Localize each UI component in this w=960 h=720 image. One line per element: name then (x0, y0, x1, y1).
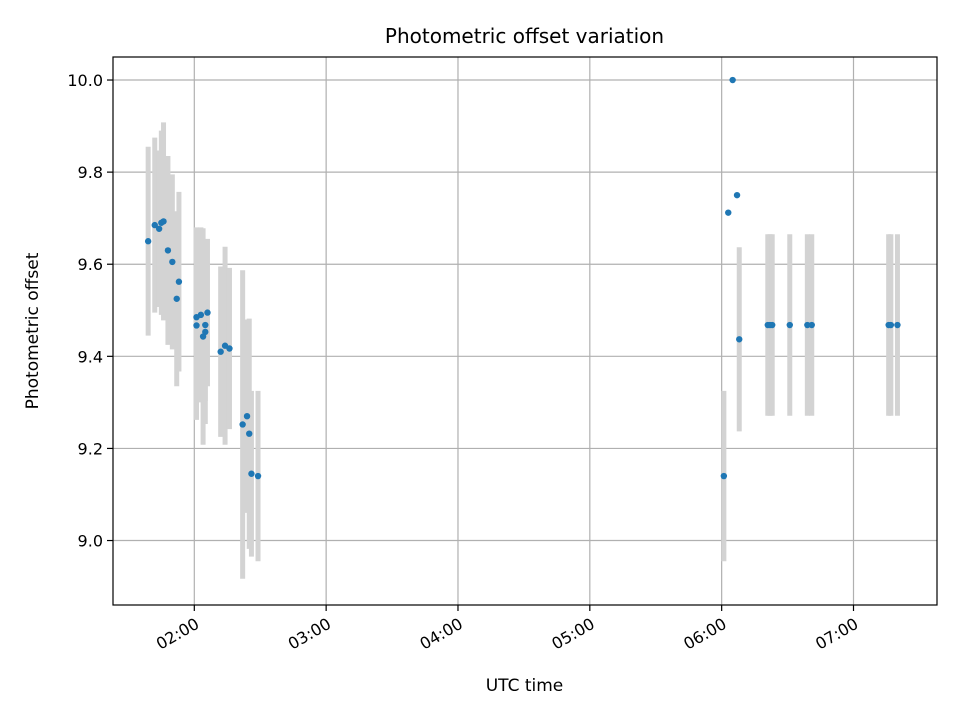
chart-title: Photometric offset variation (385, 24, 664, 48)
data-point (160, 218, 167, 225)
data-point (239, 421, 246, 428)
data-point (164, 247, 172, 254)
data-point (197, 311, 205, 319)
data-point (175, 278, 183, 285)
data-point (248, 470, 255, 477)
data-point (720, 472, 728, 480)
data-point (804, 321, 811, 329)
data-point (733, 191, 741, 199)
x-axis-label: UTC time (486, 676, 564, 696)
data-point (729, 76, 736, 84)
y-tick-label: 9.0 (78, 532, 103, 551)
data-point (894, 321, 901, 329)
data-point (226, 345, 233, 352)
data-point (808, 321, 815, 329)
y-tick-label: 10.0 (67, 71, 103, 90)
y-tick-label: 9.4 (78, 347, 103, 366)
y-tick-label: 9.2 (78, 439, 103, 458)
data-point (769, 321, 776, 329)
data-point (217, 348, 224, 355)
data-point (254, 472, 262, 480)
y-tick-label: 9.6 (78, 255, 103, 274)
data-point (202, 321, 209, 329)
data-points (144, 76, 901, 480)
data-point (151, 221, 158, 229)
axes-frame (112, 56, 938, 606)
data-point (887, 321, 895, 329)
data-point (786, 321, 793, 329)
data-point (155, 225, 163, 232)
data-point (144, 238, 152, 245)
data-point (725, 209, 732, 216)
y-tick-label: 9.8 (78, 163, 103, 182)
data-point (243, 412, 251, 420)
data-point (246, 430, 253, 437)
y-axis-label: Photometric offset (23, 252, 43, 409)
data-point (169, 258, 176, 266)
data-point (204, 309, 211, 316)
data-point (736, 336, 743, 343)
plot-area (112, 56, 938, 606)
data-point (193, 322, 200, 329)
y-axis-ticks: 9.0 9.2 9.4 9.6 9.8 10.0 (67, 71, 113, 551)
data-point (202, 328, 209, 336)
data-point (173, 295, 180, 302)
